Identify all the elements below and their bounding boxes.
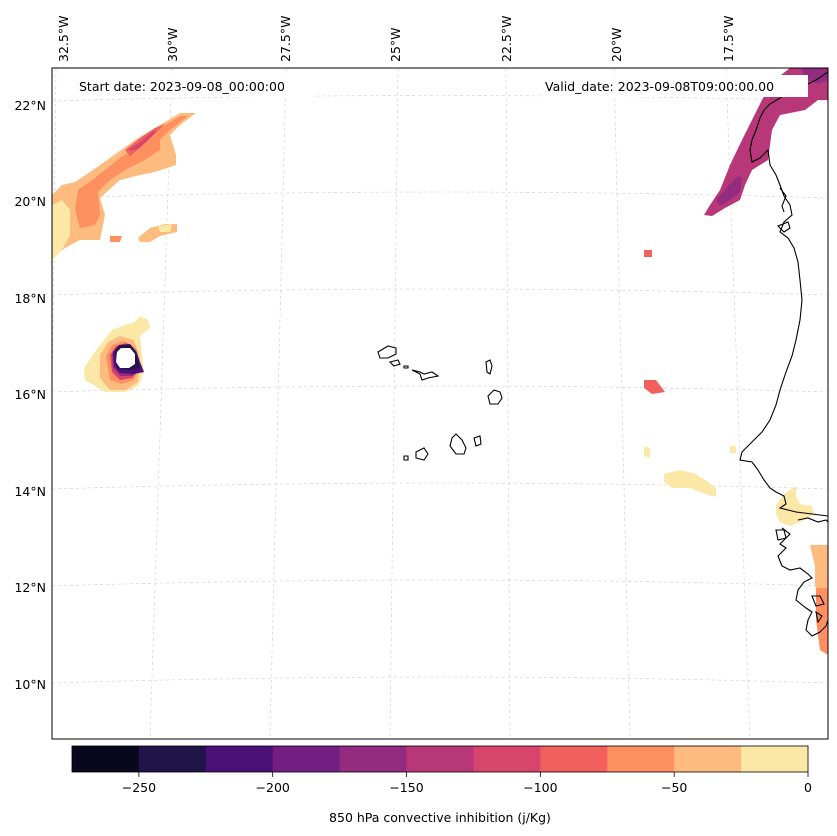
lat-gridline-12 — [52, 579, 828, 587]
island-santa-luzia — [403, 365, 409, 369]
cin-patch-e5 — [730, 446, 736, 453]
island-sal — [485, 359, 493, 375]
colorbar-ticklabel-m200: −200 — [256, 780, 290, 795]
africa-coastline — [739, 71, 828, 517]
lat-gridline-16 — [52, 385, 828, 393]
africa-coastline-south — [777, 527, 828, 637]
latitude-labels: 22°N 20°N 18°N 16°N 14°N 12°N 10°N — [14, 98, 46, 692]
lat-label-12: 12°N — [14, 580, 46, 595]
lon-label-20: 20°W — [609, 27, 624, 62]
gridlines — [52, 68, 828, 739]
cin-region-nw-south2 — [110, 236, 122, 242]
colorbar-segment — [138, 746, 207, 772]
lon-gridline-20 — [613, 68, 631, 739]
lat-gridline-18 — [52, 288, 828, 296]
colorbar-ticklabel-m50: −50 — [661, 780, 687, 795]
island-santo-antao — [377, 345, 397, 359]
lon-gridline-22-5 — [505, 68, 511, 739]
cin-patch-e3 — [644, 446, 650, 458]
colorbar-ticks — [138, 772, 809, 777]
lon-label-27-5: 27.5°W — [278, 16, 293, 62]
lat-label-16: 16°N — [14, 387, 46, 402]
lon-gridline-27-5 — [269, 68, 287, 739]
lon-label-22-5: 22.5°W — [499, 16, 514, 62]
longitude-labels: 32.5°W 30°W 27.5°W 25°W 22.5°W 20°W 17.5… — [56, 16, 736, 62]
lon-label-32-5: 32.5°W — [56, 16, 71, 62]
lat-gridline-20 — [52, 191, 828, 199]
lat-gridline-22 — [52, 95, 828, 102]
colorbar-segment — [607, 746, 675, 772]
lon-label-17-5: 17.5°W — [721, 16, 736, 62]
lat-gridline-14 — [52, 482, 828, 490]
colorbar: −250 −200 −150 −100 −50 0 850 hPa convec… — [71, 745, 812, 825]
lon-gridline-30 — [149, 68, 173, 739]
cin-patch-se1 — [776, 486, 814, 526]
lat-gridline-10 — [52, 676, 828, 684]
cin-region-nw-edge — [158, 224, 172, 232]
cin-patch-e2 — [644, 380, 665, 394]
island-brava — [403, 455, 409, 461]
coastlines — [377, 71, 828, 637]
cin-region-nw-west — [52, 200, 70, 260]
lon-gridline-17-5 — [725, 68, 751, 739]
colorbar-segment — [406, 746, 474, 772]
coast-detail-5 — [815, 610, 823, 624]
colorbar-segment — [205, 746, 274, 772]
valid-date-box — [540, 75, 808, 97]
cin-region-w-hole — [116, 348, 135, 368]
cin-patch-e4 — [664, 470, 716, 497]
cin-patch-se2 — [810, 545, 828, 600]
colorbar-frame — [71, 745, 809, 773]
colorbar-segment — [272, 746, 341, 772]
colorbar-segments — [72, 746, 809, 772]
colorbar-segment — [339, 746, 408, 772]
island-boa-vista — [487, 389, 503, 405]
coast-detail-6 — [775, 529, 787, 541]
map-area — [52, 68, 828, 739]
lat-label-14: 14°N — [14, 484, 46, 499]
start-date-label: Start date: 2023-09-08_00:00:00 — [79, 79, 285, 94]
colorbar-ticklabel-m100: −100 — [523, 780, 557, 795]
coast-detail-4 — [811, 595, 825, 607]
island-fogo — [415, 447, 429, 461]
colorbar-label: 850 hPa convective inhibition (j/Kg) — [329, 810, 551, 825]
start-date-box — [74, 75, 314, 97]
map-frame — [51, 67, 829, 740]
lat-label-22: 22°N — [14, 98, 46, 113]
valid-date-label: Valid_date: 2023-09-08T09:00:00.00 — [545, 79, 774, 94]
cin-region-ne-inner — [716, 176, 742, 206]
cin-region-nw-inner — [75, 116, 188, 228]
colorbar-segment — [741, 746, 809, 772]
island-maio — [473, 435, 482, 447]
cin-region-nw-core2 — [128, 130, 158, 150]
colorbar-segment — [473, 746, 541, 772]
cin-patch-e1 — [644, 250, 652, 257]
lon-label-30: 30°W — [165, 27, 180, 62]
cin-contours — [52, 68, 828, 655]
colorbar-segment — [540, 746, 608, 772]
colorbar-ticklabel-m250: −250 — [122, 780, 156, 795]
island-sao-nicolau — [411, 369, 440, 381]
lat-label-18: 18°N — [14, 291, 46, 306]
lon-gridline-25 — [389, 68, 399, 739]
lat-label-20: 20°N — [14, 194, 46, 209]
colorbar-segment — [674, 746, 742, 772]
coast-detail-3 — [797, 517, 828, 523]
lat-label-10: 10°N — [14, 677, 46, 692]
lon-label-25: 25°W — [388, 27, 403, 62]
colorbar-segment — [72, 746, 140, 772]
cin-region-ne-top — [800, 68, 828, 84]
colorbar-ticklabel-0: 0 — [804, 780, 812, 795]
island-santiago — [449, 433, 467, 455]
colorbar-ticklabel-m150: −150 — [389, 780, 423, 795]
coast-detail-1 — [779, 187, 787, 213]
island-sao-vicente — [388, 359, 401, 367]
coast-detail-2 — [777, 221, 791, 233]
